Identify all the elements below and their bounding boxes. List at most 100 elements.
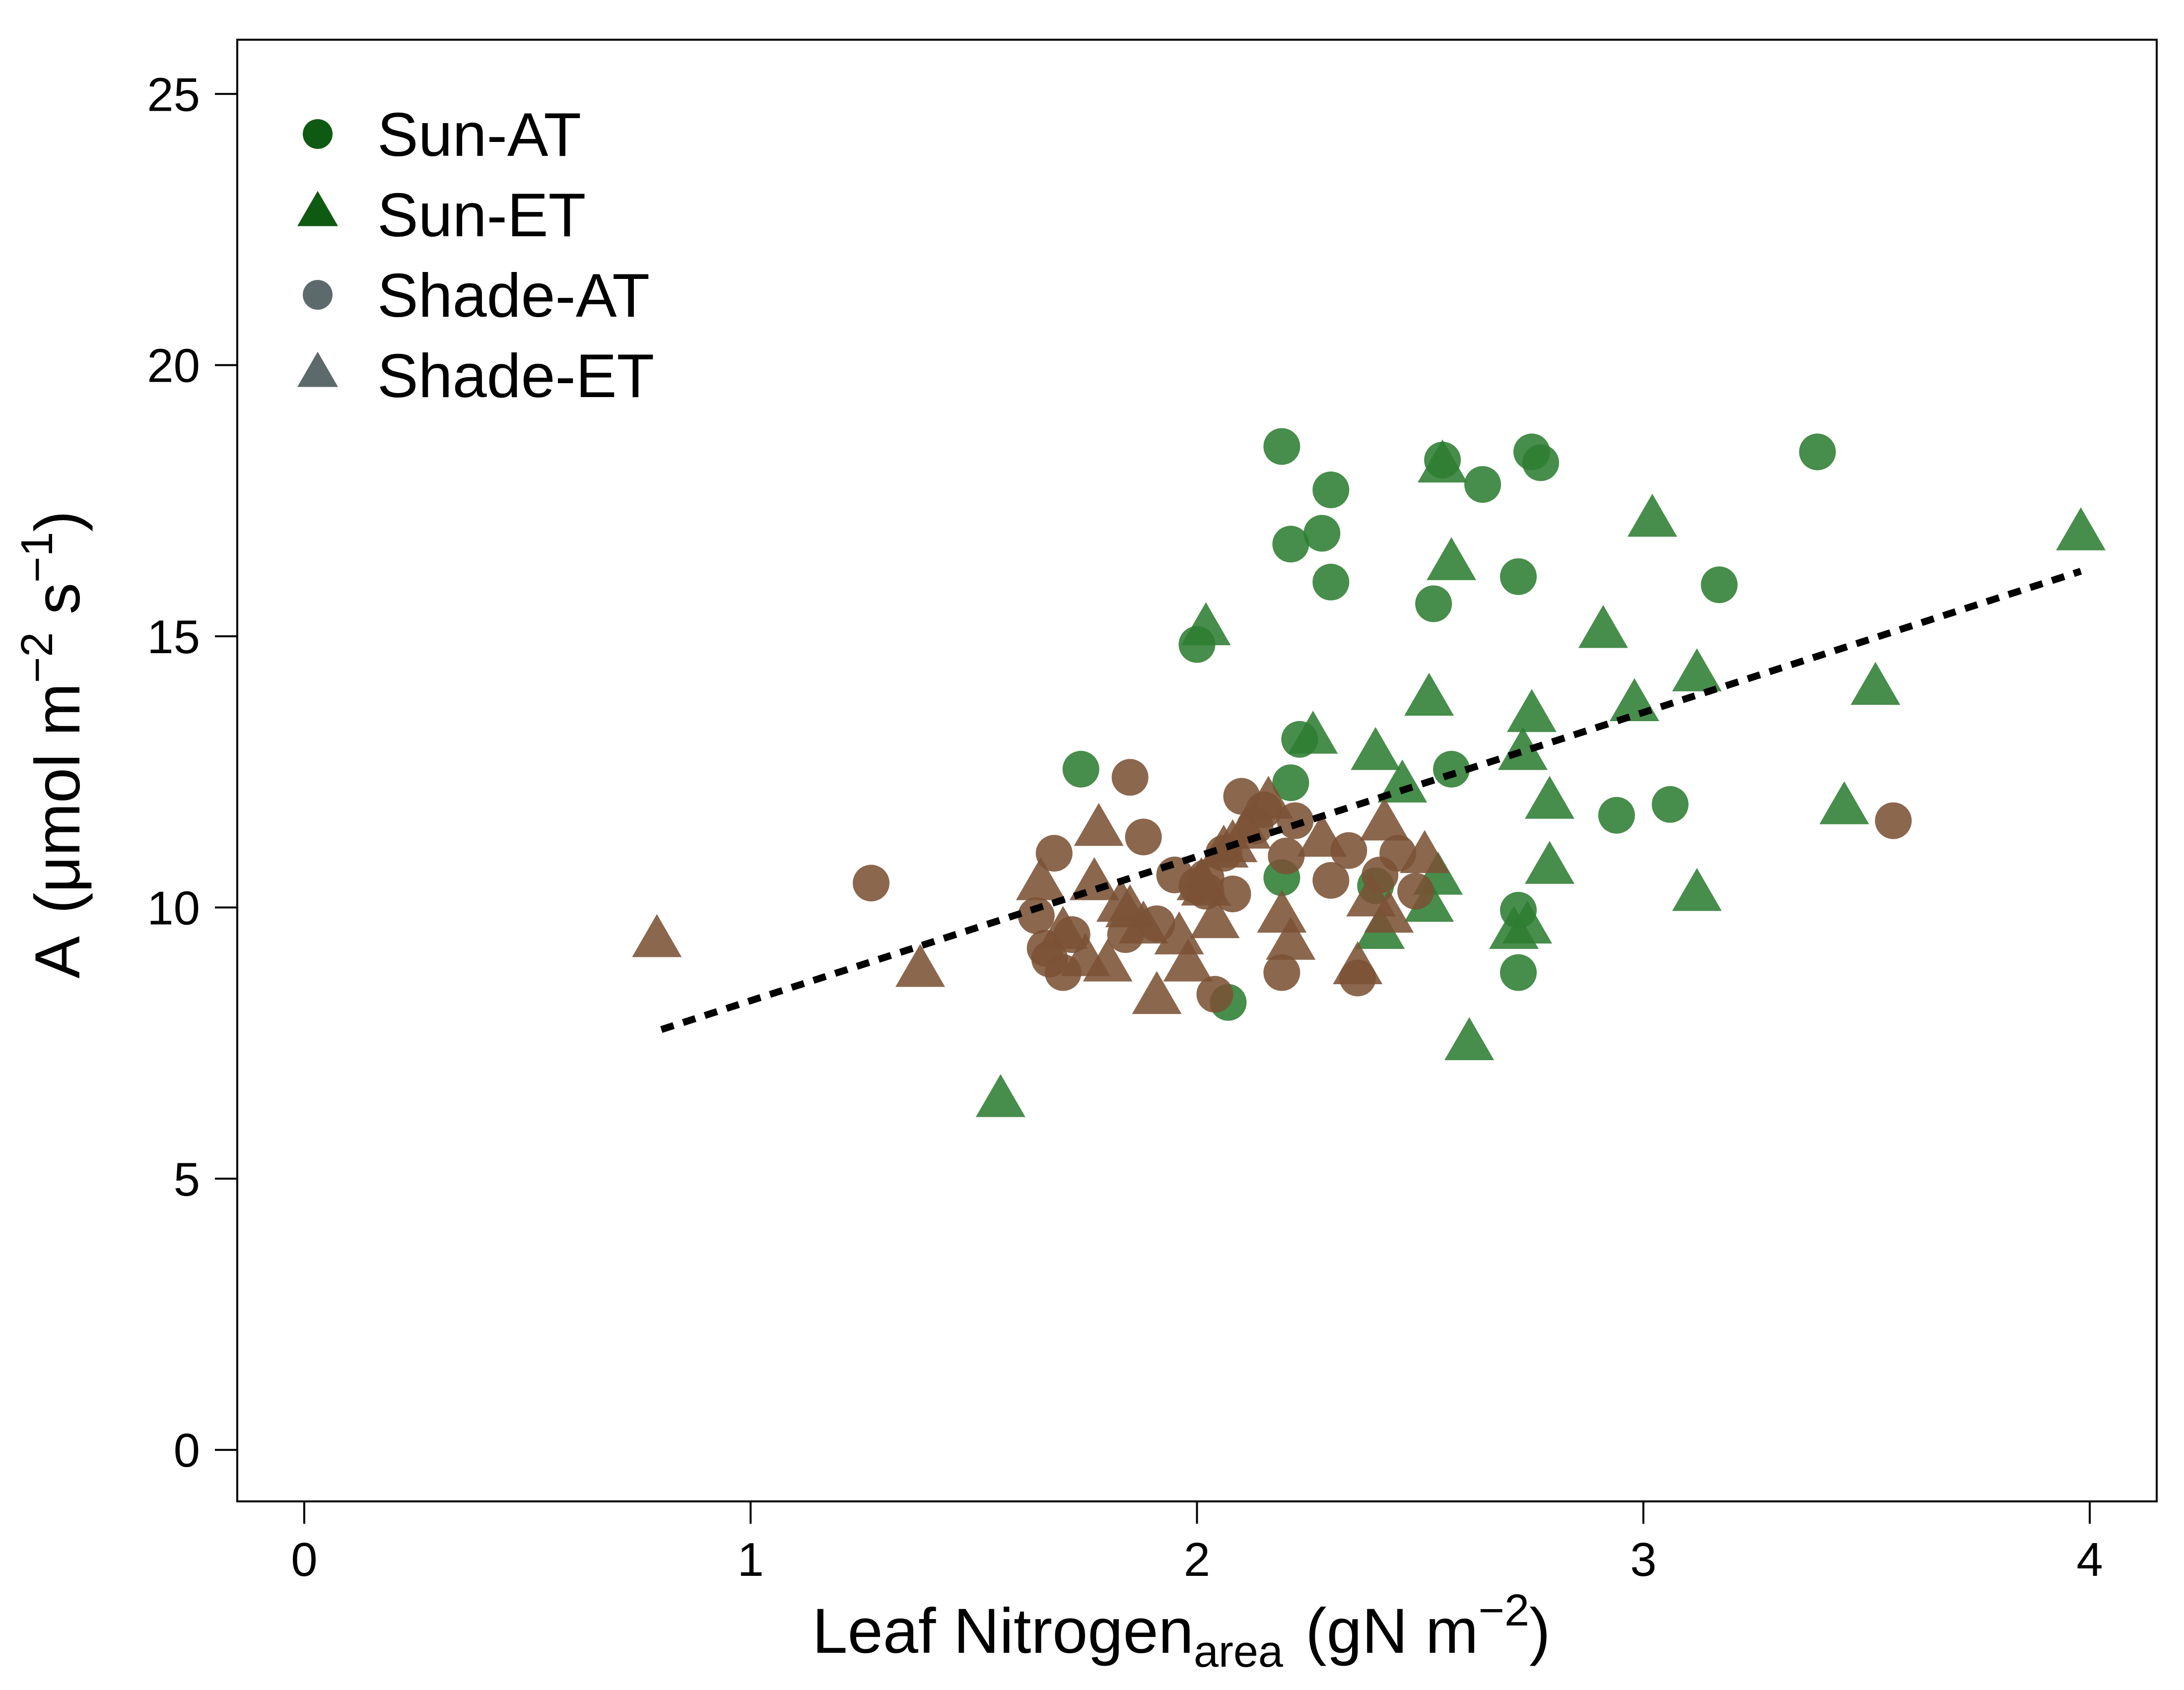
x-tick-label: 2 bbox=[1184, 1533, 1210, 1586]
shade-et-point bbox=[1181, 862, 1231, 906]
shade-at-point bbox=[1125, 818, 1162, 856]
shade-at-point bbox=[1035, 835, 1073, 872]
sun-at-point bbox=[1312, 471, 1350, 508]
y-tick-label: 15 bbox=[147, 610, 200, 664]
y-axis-label-units-seconds: s bbox=[22, 583, 93, 632]
sun-at-point bbox=[1522, 444, 1559, 481]
shade-at-point bbox=[1263, 954, 1300, 991]
legend-label: Shade-ET bbox=[377, 342, 654, 410]
shade-et-point bbox=[1016, 857, 1066, 900]
regression-fit-line bbox=[660, 568, 2082, 1033]
legend-item-shade-at: Shade-AT bbox=[303, 262, 650, 330]
sun-at-point bbox=[1415, 585, 1452, 622]
y-axis-label-exponent-2: −1 bbox=[12, 532, 62, 583]
shade-at-point bbox=[1875, 802, 1912, 839]
shade-et-point bbox=[1257, 889, 1307, 933]
legend-label: Shade-AT bbox=[377, 262, 650, 330]
y-axis-label-units-close: ) bbox=[22, 511, 93, 532]
shade-et-point bbox=[1333, 941, 1383, 984]
sun-at-point bbox=[1263, 428, 1300, 465]
y-tick-label: 0 bbox=[174, 1424, 200, 1477]
plot-frame bbox=[236, 39, 2158, 1502]
sun-at-point bbox=[1500, 558, 1537, 595]
x-axis-label-subscript: area bbox=[1194, 1627, 1284, 1677]
sun-et-point bbox=[1427, 537, 1477, 580]
x-axis-label-main: Leaf Nitrogen bbox=[812, 1596, 1194, 1667]
x-tick-label: 3 bbox=[1630, 1533, 1656, 1586]
sun-at-point bbox=[1500, 954, 1537, 991]
legend-label: Sun-ET bbox=[377, 181, 586, 250]
x-axis-label-units: (gN m bbox=[1305, 1596, 1478, 1667]
shade-et-point bbox=[1243, 776, 1294, 819]
y-tick-label: 5 bbox=[174, 1153, 200, 1206]
shade-et-point bbox=[1154, 911, 1204, 954]
sun-et-point bbox=[975, 1074, 1025, 1117]
x-axis-label: Leaf Nitrogenarea (gN m−2) bbox=[812, 1586, 1550, 1677]
sun-et-point bbox=[2056, 507, 2106, 550]
sun-et-point bbox=[1506, 689, 1557, 732]
shade-at-point bbox=[1196, 976, 1233, 1013]
y-axis-label-exponent-1: −2 bbox=[12, 632, 62, 683]
sun-et-point bbox=[1578, 605, 1628, 648]
legend-item-shade-et: Shade-ET bbox=[297, 342, 654, 410]
legend-item-sun-at: Sun-AT bbox=[303, 101, 581, 169]
shade-et-point bbox=[1266, 917, 1316, 960]
sun-at-point bbox=[1312, 563, 1350, 601]
sun-et-point bbox=[1444, 1017, 1495, 1060]
shade-et-point bbox=[1400, 830, 1450, 873]
sun-at-point bbox=[1272, 526, 1309, 563]
shade-et-point bbox=[1118, 900, 1168, 944]
shade-at-point bbox=[1268, 837, 1305, 875]
shade-et-point bbox=[1360, 797, 1410, 841]
shade-at-point bbox=[1312, 862, 1350, 899]
x-tick-label: 0 bbox=[291, 1533, 317, 1586]
sun-at-point bbox=[1272, 764, 1309, 802]
sun-et-point bbox=[1498, 727, 1548, 770]
sun-at-point bbox=[1062, 750, 1099, 788]
x-axis-label-units-exponent: −2 bbox=[1478, 1586, 1529, 1635]
y-tick-label: 10 bbox=[147, 881, 200, 935]
sun-at-point bbox=[1701, 566, 1738, 604]
sun-at-point bbox=[1799, 433, 1836, 471]
shade-et-point bbox=[1163, 938, 1213, 982]
sun-et-point bbox=[1672, 868, 1722, 911]
sun-et-point bbox=[1524, 841, 1574, 884]
sun-at-point bbox=[1651, 786, 1689, 823]
shade-et-point bbox=[1297, 813, 1347, 857]
sun-et-point bbox=[1418, 439, 1468, 483]
shade-at-point bbox=[1018, 897, 1055, 934]
sun-et-point bbox=[1377, 759, 1428, 803]
legend-triangle-marker bbox=[297, 191, 338, 226]
shade-et-point bbox=[1132, 971, 1182, 1014]
sun-et-point bbox=[1181, 602, 1231, 645]
sun-at-point bbox=[1303, 515, 1341, 552]
y-axis-label-units: (μmol m bbox=[22, 683, 93, 914]
legend-label: Sun-AT bbox=[377, 101, 581, 169]
sun-at-point bbox=[1433, 750, 1470, 788]
sun-et-point bbox=[1524, 776, 1574, 819]
legend-triangle-marker bbox=[297, 351, 338, 387]
sun-at-point bbox=[1598, 797, 1635, 834]
y-tick-label: 25 bbox=[147, 68, 200, 121]
shade-et-point bbox=[1190, 895, 1240, 939]
shade-et-point bbox=[1069, 857, 1119, 900]
sun-et-point bbox=[1672, 648, 1722, 691]
y-axis-label-main: A bbox=[22, 936, 93, 978]
y-tick-label: 20 bbox=[147, 339, 200, 393]
sun-et-point bbox=[1351, 727, 1401, 770]
x-tick-label: 4 bbox=[2076, 1533, 2103, 1586]
sun-et-point bbox=[1502, 900, 1552, 944]
shade-at-point bbox=[1111, 759, 1149, 796]
sun-et-point bbox=[1627, 493, 1677, 537]
shade-at-point bbox=[1397, 873, 1434, 910]
shade-et-point bbox=[1074, 803, 1124, 846]
sun-et-point bbox=[1288, 710, 1338, 754]
y-axis-label: A (μmol m−2 s−1) bbox=[12, 511, 93, 979]
sun-at-point bbox=[1464, 466, 1502, 503]
x-tick-label: 1 bbox=[738, 1533, 764, 1586]
shade-et-point bbox=[895, 944, 945, 987]
sun-et-point bbox=[1404, 673, 1454, 716]
legend-circle-marker bbox=[303, 280, 333, 310]
legend-circle-marker bbox=[303, 119, 333, 149]
